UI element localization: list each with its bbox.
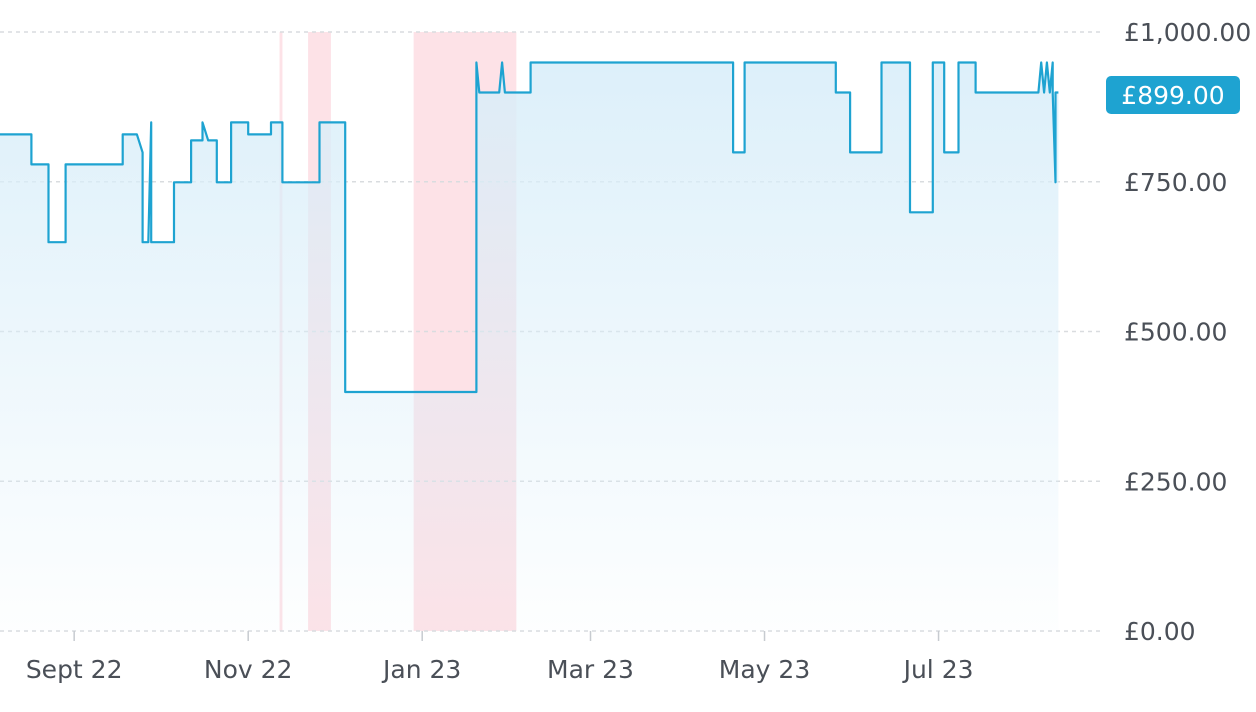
current-price-text: £899.00: [1121, 81, 1224, 110]
area-layer: [0, 62, 1059, 631]
current-price-badge[interactable]: £899.00: [1106, 76, 1240, 114]
x-tick-label: Jul 23: [902, 655, 974, 684]
y-axis: £0.00 £250.00 £500.00 £750.00 £1,000.00: [1124, 18, 1251, 646]
price-area: [0, 62, 1059, 631]
current-price-badge-bg: [1106, 76, 1240, 114]
y-tick-label: £0.00: [1124, 617, 1196, 646]
x-tick-label: Jan 23: [381, 655, 461, 684]
price-line: [0, 61, 1059, 394]
y-tick-label: £250.00: [1124, 467, 1227, 496]
y-tick-label: £750.00: [1124, 168, 1227, 197]
x-axis: Sept 22 Nov 22 Jan 23 Mar 23 May 23 Jul 23: [26, 631, 974, 684]
x-tick-label: Nov 22: [204, 655, 293, 684]
line-layer: [0, 61, 1059, 394]
x-tick-label: Sept 22: [26, 655, 123, 684]
y-tick-label: £1,000.00: [1124, 18, 1251, 47]
y-tick-label: £500.00: [1124, 318, 1227, 347]
x-tick-label: Mar 23: [547, 655, 634, 684]
x-tick-label: May 23: [719, 655, 810, 684]
